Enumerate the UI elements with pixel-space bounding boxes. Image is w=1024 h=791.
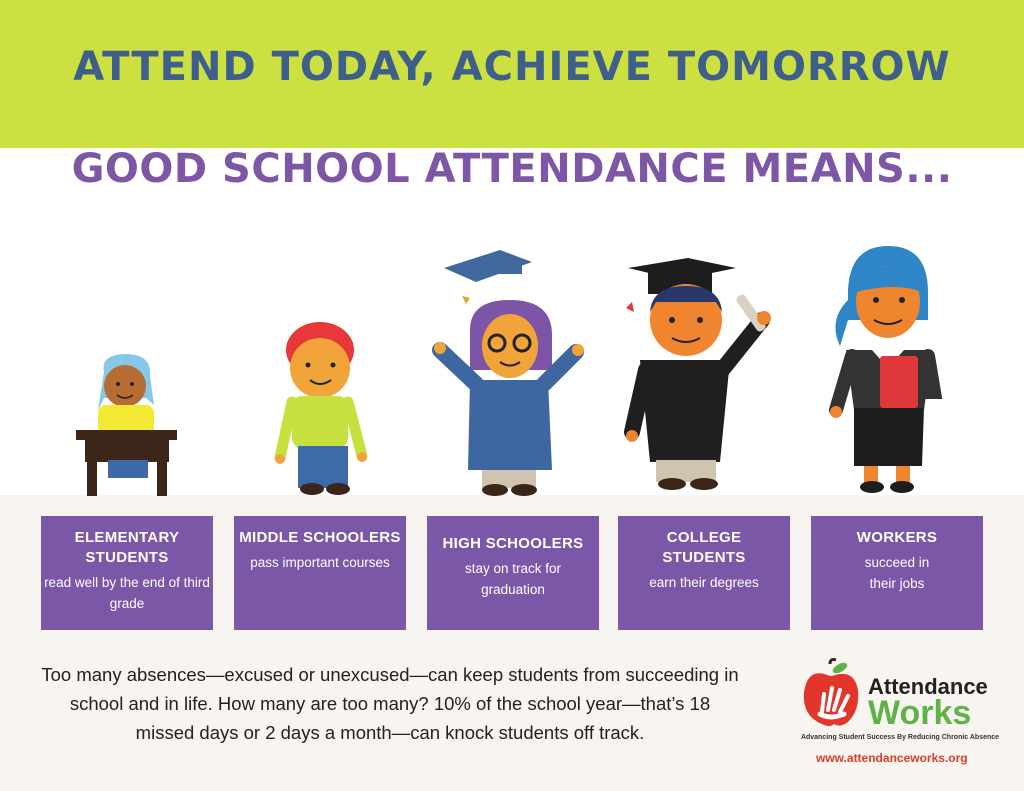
card-workers: WORKERS succeed in their jobs	[811, 516, 983, 630]
apple-hand-icon	[803, 658, 859, 726]
card-title: MIDDLE SCHOOLERS	[239, 529, 401, 546]
illustration-scene	[76, 246, 943, 496]
card-title: ELEMENTARY STUDENTS	[74, 529, 180, 566]
high-schooler-figure	[432, 250, 584, 496]
card-title: HIGH SCHOOLERS	[442, 535, 584, 552]
top-banner: ATTEND TODAY, ACHIEVE TOMORROW	[0, 0, 1024, 148]
banner-title: ATTEND TODAY, ACHIEVE TOMORROW	[73, 44, 951, 90]
website-link[interactable]: www.attendanceworks.org	[816, 751, 968, 765]
logo-word-attendance: Attendance	[868, 674, 988, 699]
middle-schooler-figure	[274, 322, 368, 495]
card-middle: MIDDLE SCHOOLERS pass important courses	[234, 516, 406, 630]
card-title: COLLEGE STUDENTS	[662, 529, 746, 566]
college-student-figure	[624, 258, 771, 490]
attendance-works-logo: Attendance Works Advancing Student Succe…	[800, 658, 1000, 768]
worker-figure	[829, 246, 943, 493]
subtitle: GOOD SCHOOL ATTENDANCE MEANS...	[71, 146, 953, 192]
elementary-student-figure	[76, 354, 177, 496]
card-desc: pass important courses	[250, 555, 390, 570]
card-title: WORKERS	[856, 529, 938, 546]
card-elementary: ELEMENTARY STUDENTS read well by the end…	[41, 516, 213, 630]
absence-note: Too many absences—excused or unexcused—c…	[41, 664, 739, 743]
logo-tagline: Advancing Student Success By Reducing Ch…	[800, 734, 1000, 741]
card-desc: earn their degrees	[649, 575, 759, 590]
logo-word-works: Works	[868, 694, 972, 732]
card-desc: stay on track for graduation	[464, 561, 562, 597]
card-desc: read well by the end of third grade	[44, 575, 210, 611]
card-high: HIGH SCHOOLERS stay on track for graduat…	[427, 516, 599, 630]
card-desc: succeed in their jobs	[864, 555, 930, 591]
card-college: COLLEGE STUDENTS earn their degrees	[618, 516, 790, 630]
